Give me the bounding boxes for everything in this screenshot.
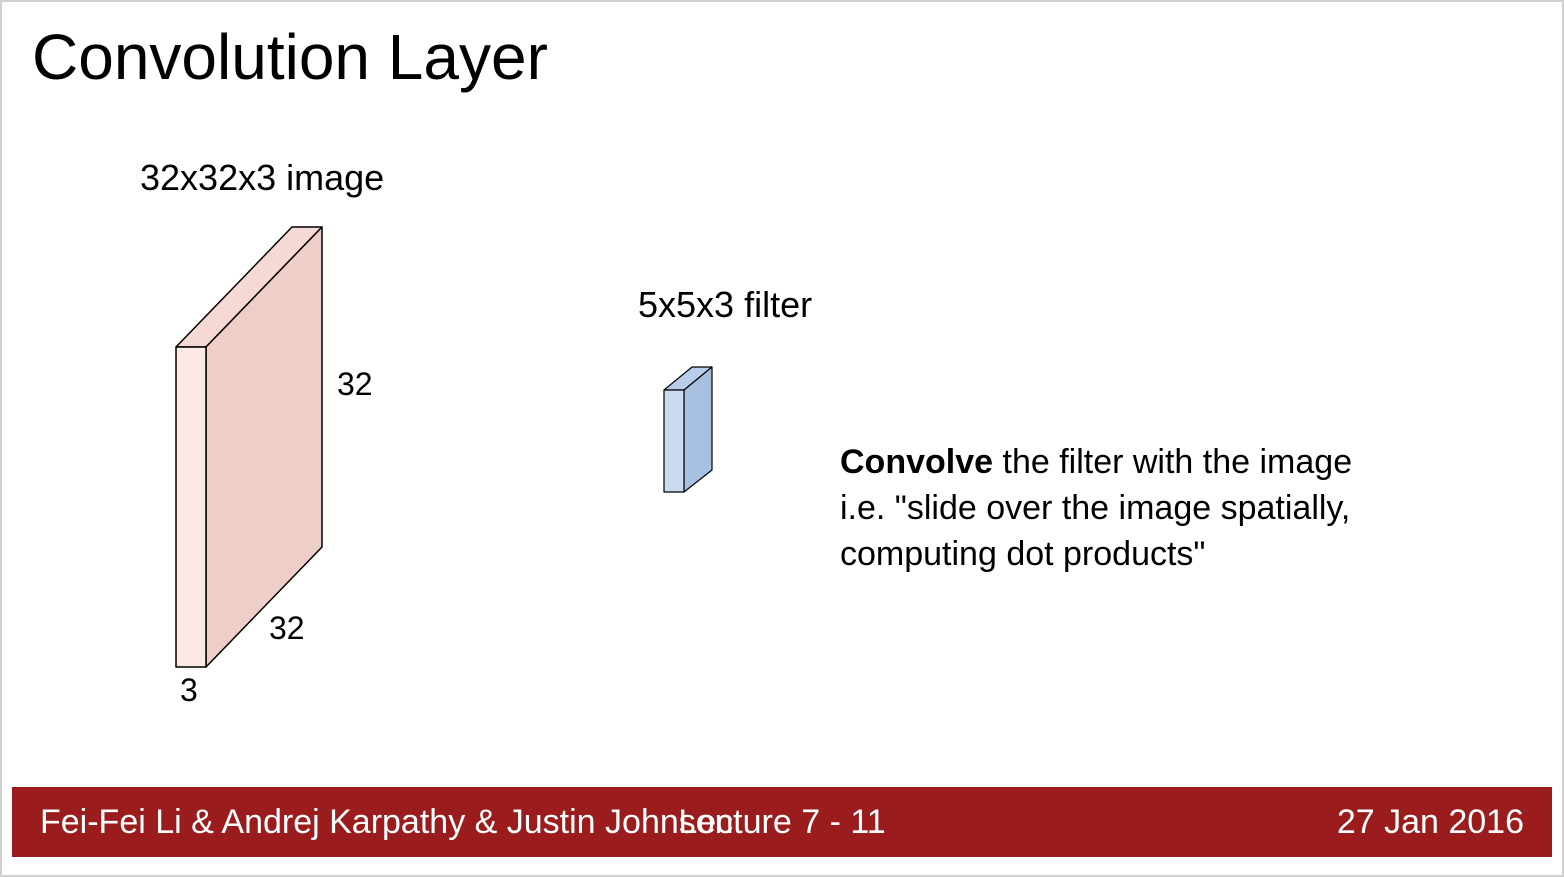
image-cuboid	[176, 227, 322, 667]
description-rest1: the filter with the image	[993, 443, 1352, 481]
footer-bar: Fei-Fei Li & Andrej Karpathy & Justin Jo…	[12, 787, 1552, 857]
description-bold: Convolve	[840, 443, 993, 481]
filter-cuboid	[664, 367, 712, 492]
footer-authors: Fei-Fei Li & Andrej Karpathy & Justin Jo…	[40, 803, 734, 842]
image-dim-width: 32	[269, 610, 305, 647]
image-cuboid-side	[206, 227, 322, 667]
filter-cuboid-front	[664, 390, 684, 492]
filter-label: 5x5x3 filter	[638, 284, 812, 326]
footer-date: 27 Jan 2016	[1337, 803, 1524, 842]
image-label: 32x32x3 image	[140, 157, 384, 199]
description-text: Convolve the filter with the image i.e. …	[840, 440, 1540, 578]
image-cuboid-front	[176, 347, 206, 667]
slide: Convolution Layer 32x32x3 image 32 32 3 …	[0, 0, 1564, 877]
footer-lecture: Lecture 7 - 11	[678, 803, 885, 842]
image-dim-height: 32	[337, 366, 373, 403]
image-dim-depth: 3	[180, 672, 198, 709]
description-line2: i.e. "slide over the image spatially,	[840, 489, 1350, 527]
description-line3: computing dot products"	[840, 535, 1206, 573]
